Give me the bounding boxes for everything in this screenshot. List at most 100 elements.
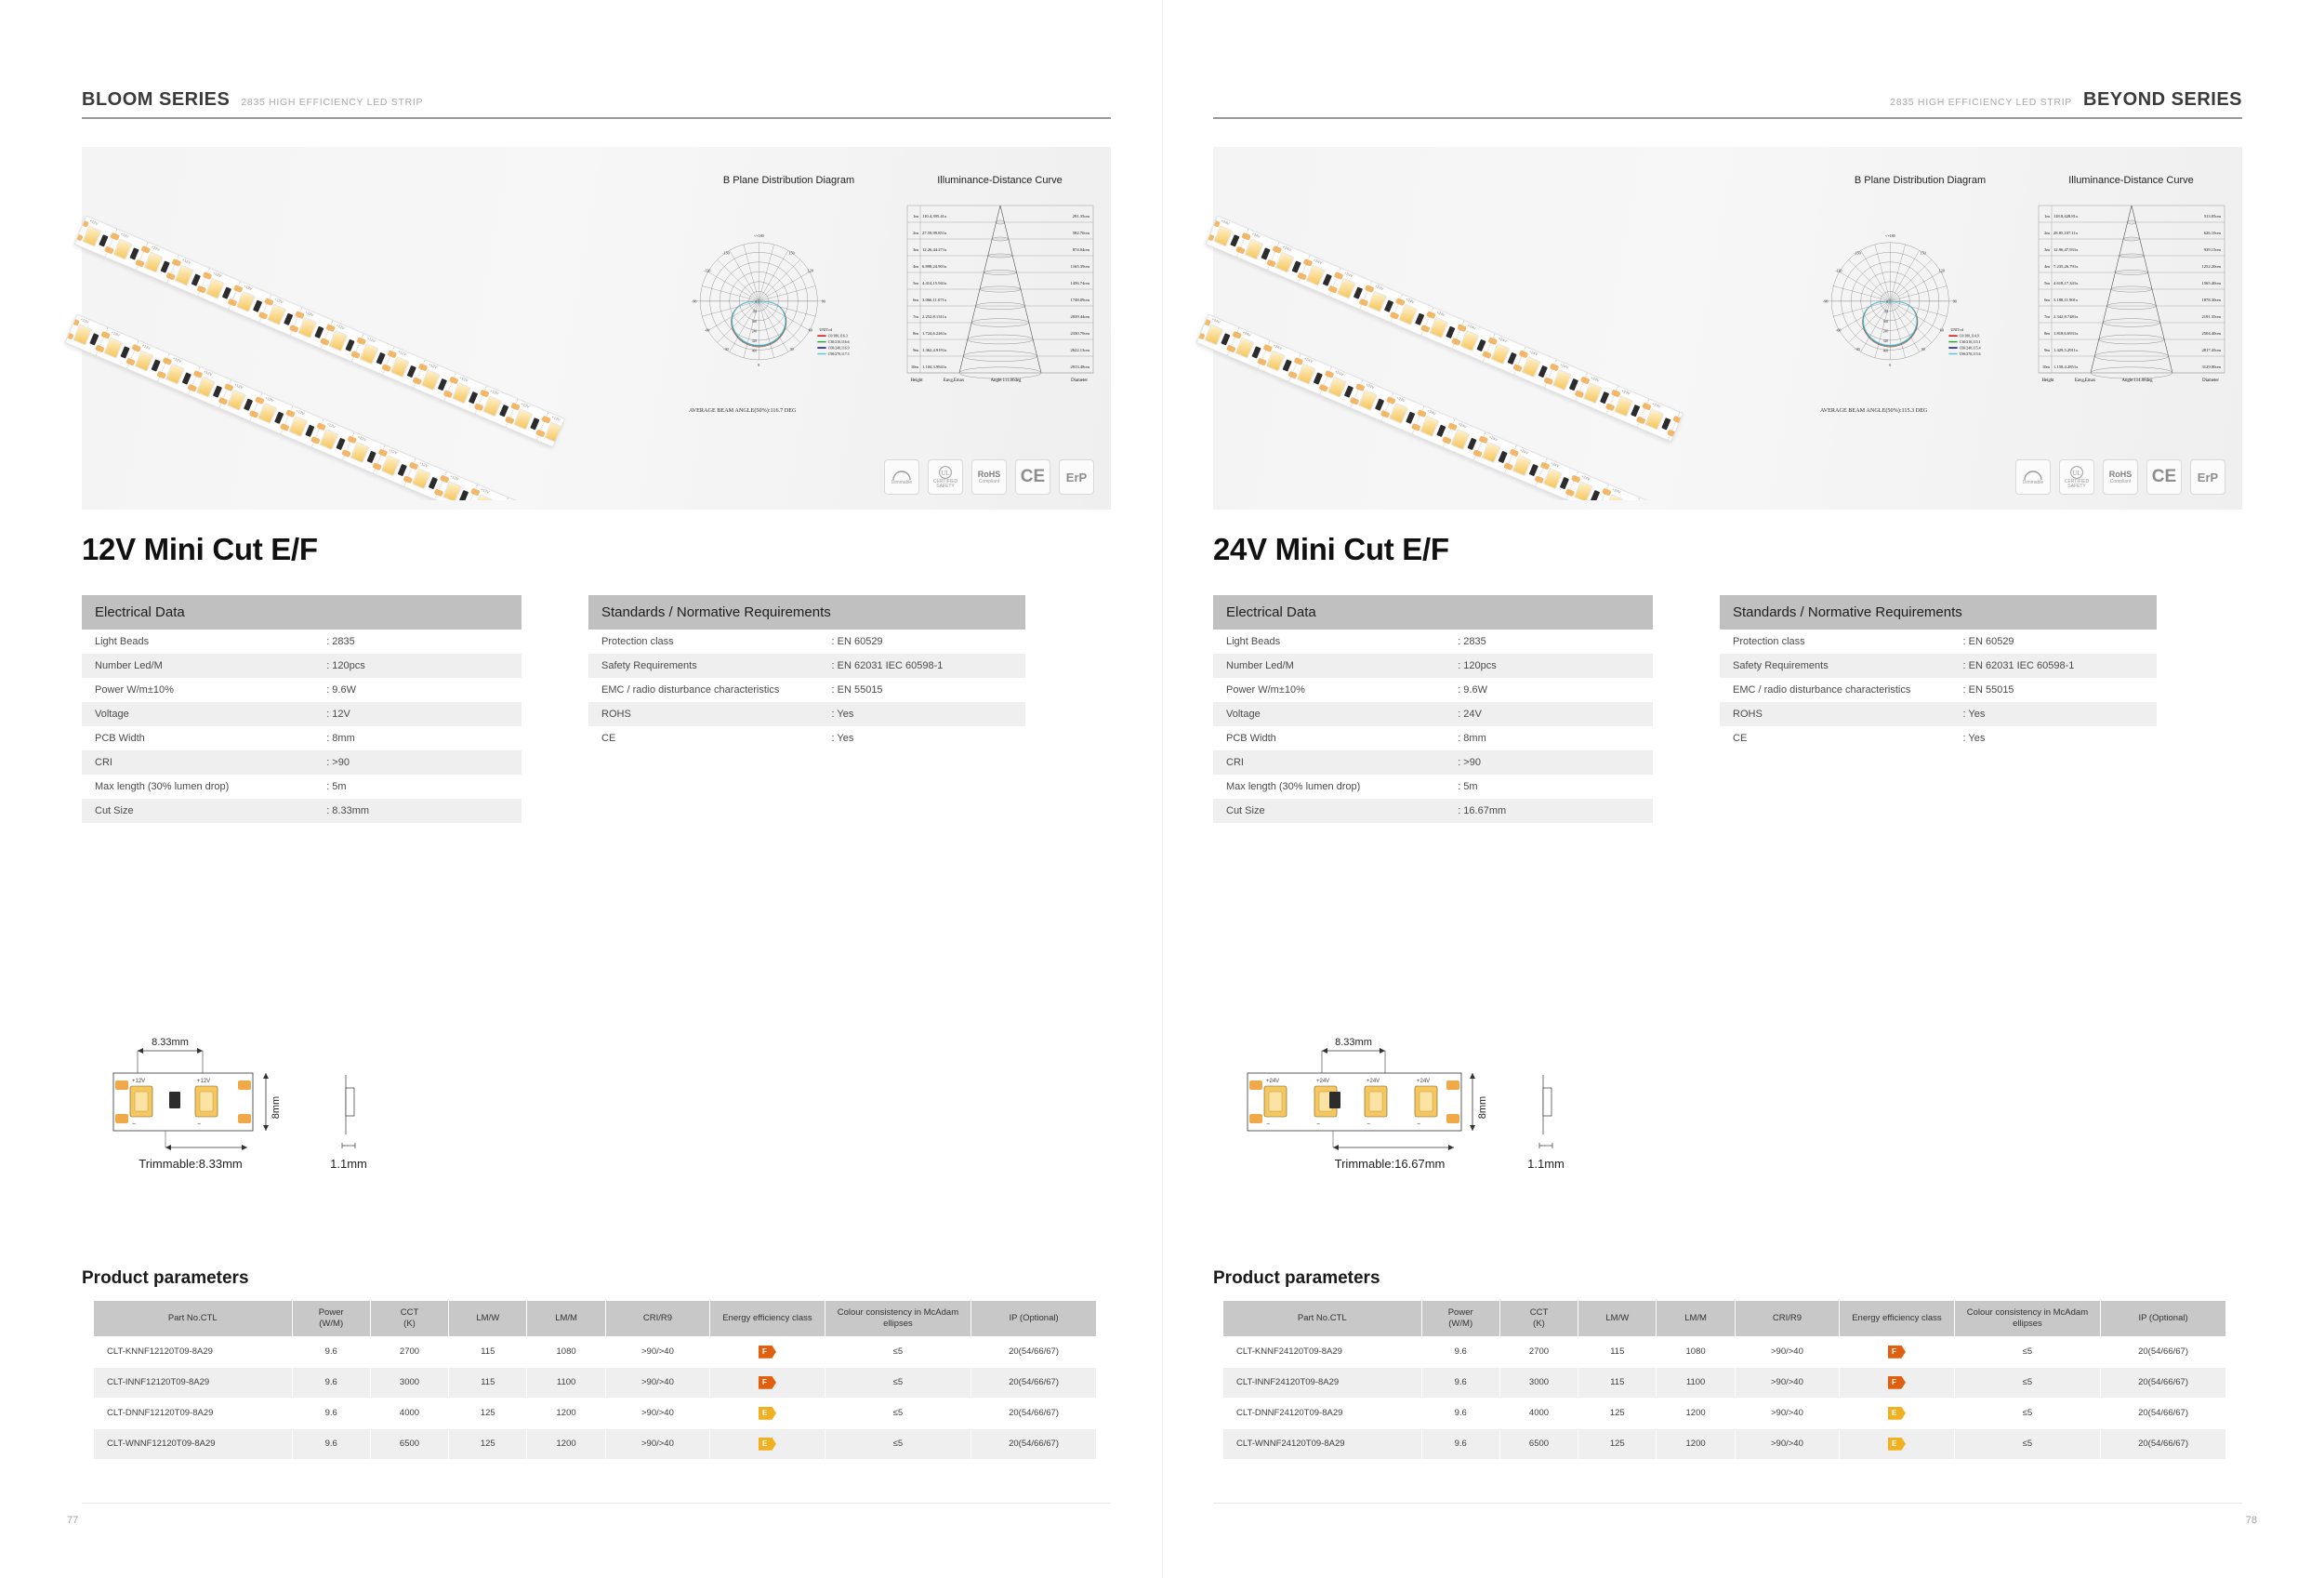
spec-value: : 8mm [326, 733, 355, 744]
cell-cct: 2700 [369, 1335, 450, 1368]
strip-voltage-label: +24V [1405, 297, 1416, 305]
resistor-icon [99, 234, 109, 247]
polar-diagram-box: B Plane Distribution Diagram -/+180 150 12… [1820, 175, 2020, 414]
strip-voltage-label: +24V [1334, 368, 1345, 378]
resistor-icon [1528, 463, 1538, 477]
strip-voltage-label: +24V [1220, 218, 1231, 226]
resistor-icon [1291, 260, 1301, 273]
strip-voltage-label: +12V [212, 270, 223, 279]
column-header: Part No.CTL [93, 1300, 293, 1337]
led-strip-upper: +12V +12V +12V +12V +12V [73, 215, 566, 448]
standard-key: ROHS [1733, 709, 1763, 720]
resistor-icon [437, 378, 448, 391]
cell-power: 9.6 [291, 1366, 371, 1399]
svg-text:0: 0 [758, 363, 759, 367]
strip-voltage-label: +24V [1550, 460, 1560, 469]
table-row: CRI : >90 [1213, 750, 1653, 775]
column-header: Energy efficiency class [1839, 1300, 1955, 1337]
cell-energy-efficiency: E [1839, 1397, 1955, 1429]
spec-value: : 24V [1458, 709, 1482, 720]
svg-text:6m: 6m [913, 298, 918, 302]
ul-certified-label: CERTIFIED SAFETY [932, 478, 958, 489]
resistor-icon [458, 489, 469, 500]
certification-badges: Dimmable UL CERTIFIED SAFETY RoHS Complia… [884, 459, 1094, 495]
led-chip-icon [1675, 421, 1684, 443]
svg-text:1.1mm: 1.1mm [330, 1157, 367, 1171]
svg-text:80: 80 [754, 311, 758, 314]
strip-voltage-label: +24V [1210, 316, 1221, 325]
resistor-icon [1415, 312, 1425, 325]
spec-key: Light Beads [1226, 636, 1281, 647]
svg-text:C90/270,117.3: C90/270,117.3 [828, 352, 850, 357]
resistor-icon [1251, 346, 1261, 359]
standard-key: Protection class [1733, 636, 1805, 647]
strip-voltage-label: +12V [119, 231, 130, 239]
svg-text:2622.13cm: 2622.13cm [1070, 348, 1089, 352]
svg-text:1m: 1m [913, 214, 918, 219]
product-parameters-table: Part No.CTL Power (W/M) CCT (K) LM/W LM/M CRI/R… [93, 1300, 1097, 1460]
svg-text:3.066,11.071x: 3.066,11.071x [922, 298, 947, 303]
svg-text:-30: -30 [1855, 347, 1859, 351]
electrical-data-table: Electrical Data Light Beads : 2835 Numbe… [82, 595, 522, 823]
resistor-icon [1599, 391, 1610, 404]
svg-text:-90: -90 [692, 298, 696, 303]
led-strip-photo: +12V +12V +12V +12V +12V [54, 156, 630, 500]
column-header: Colour consistency in McAdam ellipses [824, 1300, 972, 1337]
svg-text:1252.20cm: 1252.20cm [2201, 264, 2221, 269]
resistor-icon [1230, 234, 1240, 247]
polar-distribution-chart-right: -/+180 150 120 90 60 30 0 -30 -60 -90 -120 -150 0 80 1… [1823, 233, 1981, 367]
led-strip-upper: +24V +24V +24V +24V +24V [1205, 215, 1684, 443]
standard-value: : EN 62031 IEC 60598-1 [831, 660, 944, 671]
strip-voltage-label: +12V [151, 244, 161, 253]
header-divider [1213, 117, 2242, 119]
series-title: BEYOND SERIES [2083, 89, 2242, 110]
svg-text:6m: 6m [2044, 298, 2050, 302]
svg-text:C30/210,115.1: C30/210,115.1 [1960, 340, 1981, 345]
product-hero-panel: +12V +12V +12V +12V +12V [64, 147, 1111, 510]
resistor-icon [1559, 476, 1570, 490]
cell-cri-r9: >90/>40 [1734, 1366, 1841, 1399]
standard-key: Safety Requirements [1733, 660, 1829, 671]
svg-text:1.1mm: 1.1mm [1527, 1157, 1565, 1171]
resistor-icon [1568, 378, 1579, 391]
resistor-icon [1467, 437, 1477, 451]
svg-text:5m: 5m [2044, 281, 2050, 285]
table-row: Number Led/M : 120pcs [1213, 654, 1653, 678]
cell-lm-per-m: 1200 [1656, 1397, 1736, 1429]
catalog-page-right: 2835 HIGH EFFICIENCY LED STRIP BEYOND SE… [1162, 0, 2324, 1578]
svg-text:2039.44cm: 2039.44cm [1070, 314, 1089, 319]
standard-value: : Yes [1962, 709, 1986, 720]
svg-text:240: 240 [1883, 330, 1889, 334]
column-header: LM/M [526, 1300, 606, 1337]
svg-text:160: 160 [752, 320, 758, 324]
svg-text:C60/240,115.4: C60/240,115.4 [1960, 346, 1981, 351]
photometric-diagrams: B Plane Distribution Diagram -/+180 150 12… [1820, 175, 2231, 414]
svg-text:1.158,4.2851x: 1.158,4.2851x [2053, 365, 2079, 370]
svg-text:150: 150 [789, 250, 795, 255]
cell-power: 9.6 [291, 1397, 371, 1429]
strip-voltage-label: +12V [325, 421, 337, 430]
standard-key: EMC / radio disturbance characteristics [1733, 684, 1911, 696]
strip-voltage-label: +12V [141, 342, 152, 351]
strip-voltage-label: +24V [1241, 329, 1252, 338]
table-row: CRI : >90 [82, 750, 522, 775]
svg-text:+24V: +24V [1367, 1079, 1380, 1084]
resistor-icon [1446, 325, 1456, 339]
standard-value: : EN 55015 [831, 684, 883, 696]
cell-cri-r9: >90/>40 [1734, 1397, 1841, 1429]
svg-text:120: 120 [1939, 268, 1945, 272]
rohs-sub-label: Compliant [978, 479, 1000, 484]
svg-text:1565.40cm: 1565.40cm [2201, 281, 2221, 285]
strip-voltage-label: +12V [550, 414, 561, 422]
svg-text:-150: -150 [722, 250, 729, 255]
dimmable-label: Dimmable [891, 479, 913, 485]
column-header: Power (W/M) [291, 1300, 371, 1337]
svg-text:+24V: +24V [1417, 1079, 1430, 1084]
cell-cri-r9: >90/>40 [1734, 1427, 1841, 1460]
standard-value: : EN 60529 [831, 636, 883, 647]
erp-badge: ErP [2190, 459, 2225, 495]
strip-voltage-label: +24V [1488, 434, 1499, 443]
cell-energy-efficiency: F [1839, 1335, 1955, 1368]
svg-text:90: 90 [822, 298, 825, 303]
svg-text:240: 240 [752, 330, 758, 334]
